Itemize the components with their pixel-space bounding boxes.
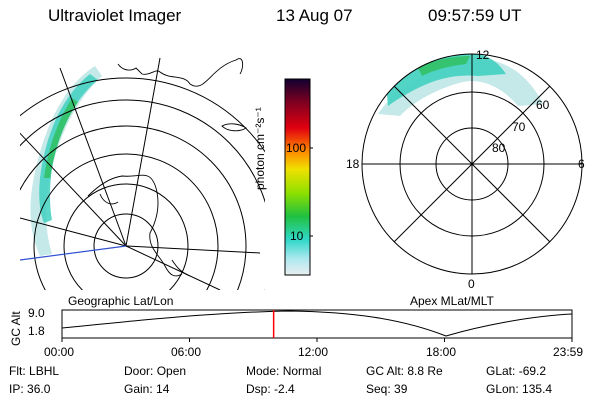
altitude-ytick-high: 9.0 xyxy=(28,306,45,320)
mlt-label-18: 18 xyxy=(346,157,360,171)
apex-aurora-core xyxy=(418,56,470,76)
colorbar-unit-label: photon cm⁻²s⁻¹ xyxy=(253,107,267,190)
info-seq: Seq: 39 xyxy=(366,382,408,396)
geographic-map xyxy=(20,57,265,290)
colorbar xyxy=(284,78,313,276)
info-mode: Mode: Normal xyxy=(246,364,322,378)
time-label: 09:57:59 UT xyxy=(428,6,522,25)
info-glon: GLon: 135.4 xyxy=(486,382,553,396)
info-gc-alt: GC Alt: 8.8 Re xyxy=(366,364,443,378)
apex-panel-label: Apex MLat/MLT xyxy=(410,294,494,308)
antarctica-coast xyxy=(87,174,183,277)
geographic-panel-label: Geographic Lat/Lon xyxy=(68,294,174,308)
australia-coast xyxy=(117,58,244,87)
info-dsp: Dsp: -2.4 xyxy=(246,382,295,396)
mlat-label-80: 80 xyxy=(492,141,506,155)
mlat-label-70: 70 xyxy=(512,120,526,134)
altitude-plot xyxy=(61,309,573,342)
mlt-label-0: 0 xyxy=(468,277,475,291)
info-glat: GLat: -69.2 xyxy=(486,364,547,378)
terminator-line xyxy=(20,245,127,261)
info-filter: Flt: LBHL xyxy=(9,364,60,378)
info-ip: IP: 36.0 xyxy=(9,382,51,396)
altitude-xtick-0600: 06:00 xyxy=(171,345,202,359)
instrument-title: Ultraviolet Imager xyxy=(48,6,182,25)
mlt-label-6: 6 xyxy=(578,157,585,171)
colorbar-tick-10: 10 xyxy=(290,229,304,243)
altitude-xtick-1800: 18:00 xyxy=(426,345,457,359)
mlat-label-60: 60 xyxy=(536,98,550,112)
info-gain: Gain: 14 xyxy=(124,382,170,396)
apex-polar-plot xyxy=(361,53,583,275)
altitude-axis-label: GC Alt xyxy=(9,311,23,346)
altitude-xtick-2359: 23:59 xyxy=(553,345,584,359)
altitude-ytick-low: 1.8 xyxy=(28,324,45,338)
altitude-xtick-0000: 00:00 xyxy=(44,345,75,359)
altitude-curve xyxy=(61,310,573,337)
mlt-label-12: 12 xyxy=(476,48,490,62)
altitude-xtick-1200: 12:00 xyxy=(298,345,329,359)
date-label: 13 Aug 07 xyxy=(276,6,353,25)
colorbar-tick-100: 100 xyxy=(286,141,307,155)
aurora-core xyxy=(44,98,78,178)
info-door: Door: Open xyxy=(124,364,187,378)
